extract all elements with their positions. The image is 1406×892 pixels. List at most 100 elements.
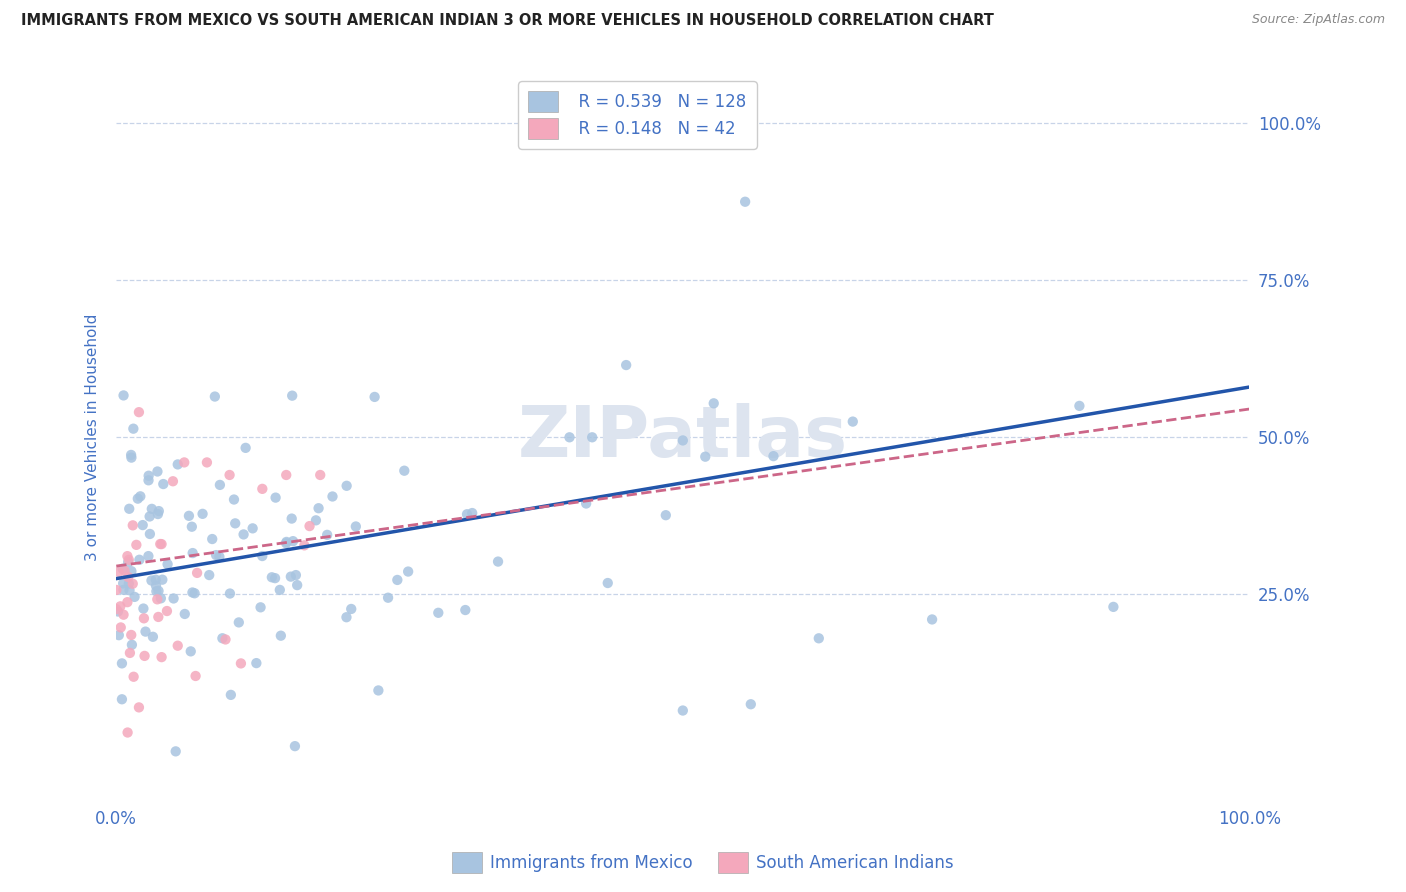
Point	[280, 569, 302, 583]
Point	[281, 534, 304, 549]
Point	[276, 467, 298, 482]
Point	[1102, 599, 1125, 614]
Point	[107, 605, 129, 619]
Point	[335, 610, 357, 624]
Point	[141, 501, 163, 516]
Point	[166, 639, 188, 653]
Point	[807, 632, 830, 646]
Point	[308, 501, 330, 516]
Point	[195, 455, 218, 469]
Point	[486, 555, 509, 569]
Point	[224, 516, 246, 531]
Text: IMMIGRANTS FROM MEXICO VS SOUTH AMERICAN INDIAN 3 OR MORE VEHICLES IN HOUSEHOLD : IMMIGRANTS FROM MEXICO VS SOUTH AMERICAN…	[21, 13, 994, 29]
Point	[117, 570, 139, 584]
Point	[198, 568, 221, 582]
Point	[242, 521, 264, 535]
Point	[156, 604, 179, 618]
Point	[118, 553, 141, 567]
Point	[461, 506, 484, 520]
Point	[111, 692, 134, 706]
Point	[108, 628, 131, 642]
Point	[208, 478, 231, 492]
Point	[672, 704, 695, 718]
Point	[129, 489, 152, 503]
Point	[127, 491, 149, 506]
Point	[105, 602, 128, 616]
Point	[112, 576, 135, 591]
Point	[186, 566, 208, 580]
Point	[138, 509, 160, 524]
Point	[655, 508, 678, 523]
Point	[117, 549, 139, 563]
Point	[145, 579, 167, 593]
Point	[252, 482, 274, 496]
Point	[264, 491, 287, 505]
Point	[284, 568, 307, 582]
Point	[269, 582, 291, 597]
Point	[173, 607, 195, 621]
Point	[173, 455, 195, 469]
Point	[596, 576, 619, 591]
Point	[281, 389, 304, 403]
Point	[575, 496, 598, 510]
Point	[110, 599, 132, 614]
Point	[219, 688, 242, 702]
Point	[141, 574, 163, 588]
Y-axis label: 3 or more Vehicles in Household: 3 or more Vehicles in Household	[86, 314, 100, 561]
Point	[762, 449, 785, 463]
Point	[740, 698, 762, 712]
Point	[285, 578, 308, 592]
Point	[184, 669, 207, 683]
Point	[117, 725, 139, 739]
Legend: Immigrants from Mexico, South American Indians: Immigrants from Mexico, South American I…	[446, 846, 960, 880]
Point	[309, 467, 332, 482]
Point	[180, 644, 202, 658]
Legend:   R = 0.539   N = 128,   R = 0.148   N = 42: R = 0.539 N = 128, R = 0.148 N = 42	[519, 81, 756, 149]
Point	[128, 405, 150, 419]
Point	[558, 430, 581, 444]
Point	[166, 458, 188, 472]
Point	[121, 638, 143, 652]
Point	[132, 611, 155, 625]
Point	[201, 532, 224, 546]
Point	[128, 700, 150, 714]
Point	[734, 194, 756, 209]
Point	[120, 448, 142, 462]
Point	[121, 576, 143, 591]
Point	[387, 573, 409, 587]
Point	[228, 615, 250, 630]
Point	[367, 683, 389, 698]
Point	[138, 549, 160, 563]
Point	[112, 607, 135, 622]
Point	[112, 388, 135, 402]
Point	[614, 358, 637, 372]
Point	[377, 591, 399, 605]
Point	[316, 528, 339, 542]
Point	[340, 602, 363, 616]
Point	[145, 584, 167, 599]
Point	[427, 606, 450, 620]
Point	[117, 595, 139, 609]
Point	[842, 415, 865, 429]
Point	[235, 441, 257, 455]
Point	[134, 624, 156, 639]
Point	[204, 390, 226, 404]
Point	[111, 562, 134, 576]
Point	[321, 490, 343, 504]
Point	[276, 535, 298, 549]
Point	[118, 646, 141, 660]
Point	[118, 583, 141, 598]
Point	[150, 573, 173, 587]
Point	[121, 518, 143, 533]
Point	[132, 601, 155, 615]
Point	[146, 507, 169, 521]
Point	[280, 511, 302, 525]
Point	[150, 650, 173, 665]
Point	[177, 508, 200, 523]
Point	[363, 390, 385, 404]
Point	[260, 570, 283, 584]
Point	[211, 632, 233, 646]
Point	[149, 537, 172, 551]
Point	[134, 648, 156, 663]
Point	[454, 603, 477, 617]
